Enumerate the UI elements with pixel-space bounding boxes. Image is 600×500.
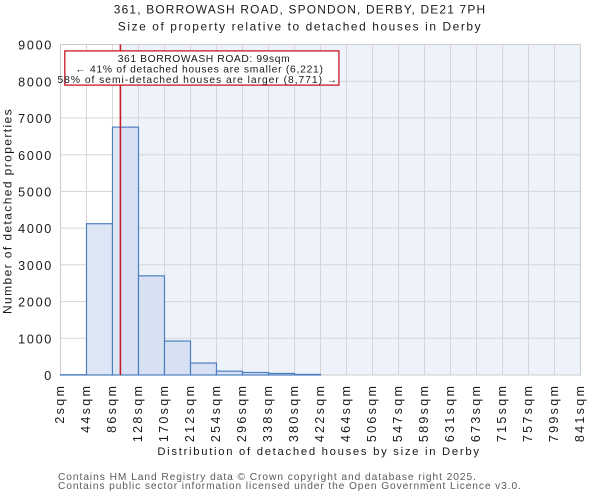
svg-text:296sqm: 296sqm	[235, 384, 249, 442]
svg-text:361, BORROWASH ROAD, SPONDON,: 361, BORROWASH ROAD, SPONDON, DERBY, DE2…	[114, 3, 487, 17]
svg-text:4000: 4000	[18, 222, 53, 236]
svg-text:841sqm: 841sqm	[573, 384, 587, 442]
svg-text:547sqm: 547sqm	[391, 384, 405, 442]
svg-text:631sqm: 631sqm	[443, 384, 457, 442]
svg-text:589sqm: 589sqm	[417, 384, 431, 442]
svg-text:7000: 7000	[18, 112, 53, 126]
svg-text:673sqm: 673sqm	[469, 384, 483, 442]
svg-text:338sqm: 338sqm	[261, 384, 275, 442]
svg-text:0: 0	[44, 369, 53, 383]
svg-text:Distribution of detached house: Distribution of detached houses by size …	[157, 446, 480, 458]
svg-text:6000: 6000	[18, 149, 53, 163]
svg-text:380sqm: 380sqm	[287, 384, 301, 442]
svg-text:170sqm: 170sqm	[157, 384, 171, 442]
svg-text:Number of detached properties: Number of detached properties	[1, 108, 15, 314]
svg-text:506sqm: 506sqm	[365, 384, 379, 442]
svg-text:Size of property relative to d: Size of property relative to detached ho…	[118, 19, 482, 33]
svg-text:254sqm: 254sqm	[209, 384, 223, 442]
svg-text:422sqm: 422sqm	[313, 384, 327, 442]
svg-text:3000: 3000	[18, 259, 53, 273]
svg-text:86sqm: 86sqm	[105, 384, 119, 433]
svg-text:757sqm: 757sqm	[521, 384, 535, 442]
svg-text:← 41% of detached houses are s: ← 41% of detached houses are smaller (6,…	[75, 64, 323, 75]
svg-text:799sqm: 799sqm	[547, 384, 561, 442]
svg-text:5000: 5000	[18, 186, 53, 200]
svg-text:1000: 1000	[18, 332, 53, 346]
svg-text:212sqm: 212sqm	[183, 384, 197, 442]
svg-text:715sqm: 715sqm	[495, 384, 509, 442]
svg-text:8000: 8000	[18, 75, 53, 89]
svg-text:2sqm: 2sqm	[53, 384, 67, 424]
svg-text:58% of semi-detached houses ar: 58% of semi-detached houses are larger (…	[57, 75, 338, 86]
svg-text:44sqm: 44sqm	[79, 384, 93, 433]
svg-text:361 BORROWASH ROAD: 99sqm: 361 BORROWASH ROAD: 99sqm	[118, 54, 291, 65]
svg-text:464sqm: 464sqm	[339, 384, 353, 442]
svg-text:Contains public sector informa: Contains public sector information licen…	[58, 481, 522, 492]
svg-text:Contains HM Land Registry data: Contains HM Land Registry data © Crown c…	[58, 472, 477, 483]
svg-text:128sqm: 128sqm	[131, 384, 145, 442]
svg-text:2000: 2000	[18, 296, 53, 310]
svg-text:9000: 9000	[18, 39, 53, 53]
